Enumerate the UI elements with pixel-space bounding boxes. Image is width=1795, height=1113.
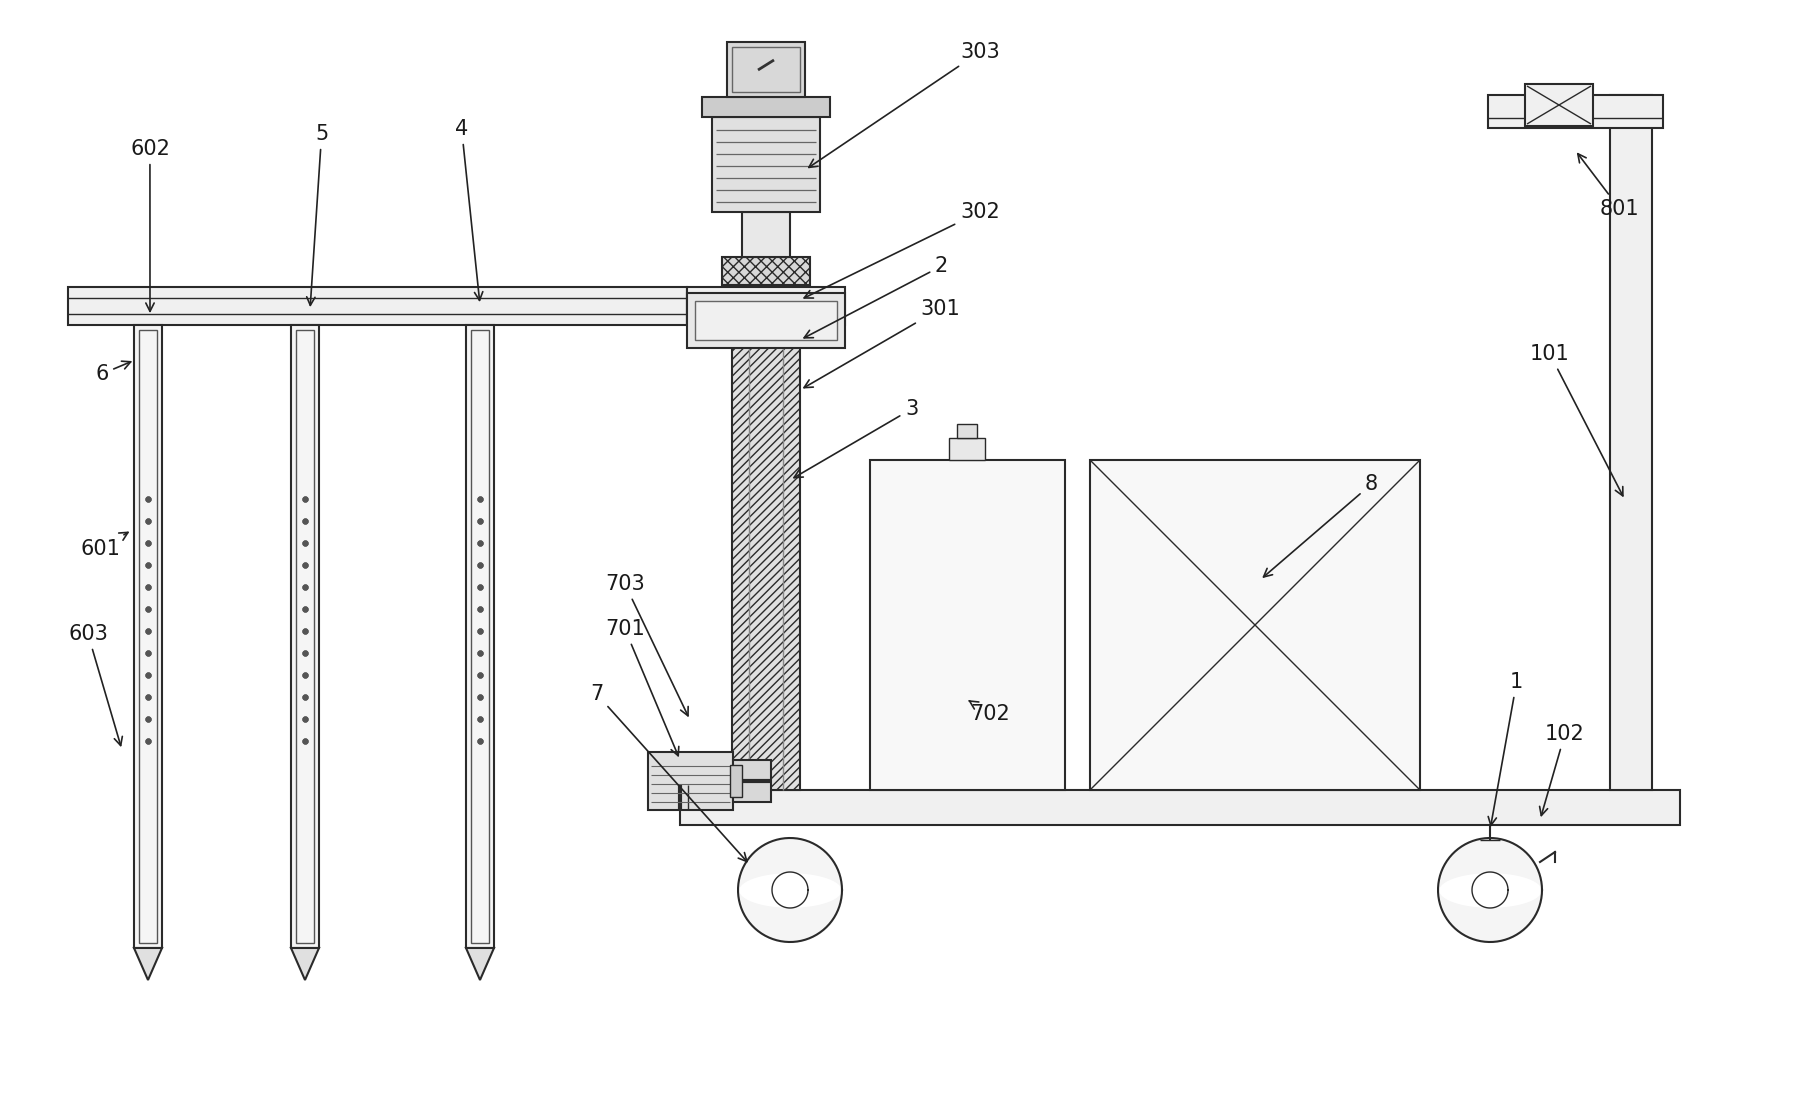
Text: 4: 4 [454,119,483,301]
Text: 603: 603 [68,624,122,746]
Bar [687,293,845,348]
Text: 301: 301 [804,299,960,387]
Text: 703: 703 [605,574,687,716]
Bar [470,329,488,943]
Text: 3: 3 [793,398,919,477]
Bar [731,765,741,797]
Bar [687,287,845,325]
Bar [713,117,820,211]
Bar [1488,95,1662,128]
Text: 801: 801 [1578,154,1639,219]
Bar [1610,95,1651,790]
Polygon shape [291,948,320,981]
Text: 102: 102 [1540,723,1585,816]
Bar [732,760,772,802]
Bar [135,325,162,948]
Text: 303: 303 [810,42,1000,167]
Text: 302: 302 [804,201,1000,298]
Bar [727,42,804,97]
Bar [722,257,810,285]
Bar [68,287,687,325]
Bar [871,460,1064,790]
Bar [1526,83,1592,126]
Bar [291,325,320,948]
Bar [680,790,1680,825]
Bar [957,424,976,439]
Polygon shape [467,948,494,981]
Text: 701: 701 [605,619,679,756]
Text: 702: 702 [969,701,1011,723]
Text: 1: 1 [1488,672,1524,826]
Text: 101: 101 [1529,344,1623,496]
Bar [732,285,801,790]
Bar [695,301,836,339]
Bar [741,211,790,257]
Bar [702,97,829,117]
Text: 602: 602 [129,139,171,312]
Bar [648,752,732,810]
Text: 5: 5 [307,124,328,305]
Bar [732,47,801,92]
Bar [138,329,156,943]
Bar [467,325,494,948]
Bar [1090,460,1420,790]
Text: 601: 601 [81,532,127,559]
Bar [950,439,985,460]
Text: 6: 6 [95,362,131,384]
Bar [296,329,314,943]
Text: 8: 8 [1264,474,1379,577]
Polygon shape [135,948,162,981]
Text: 2: 2 [804,256,948,338]
Text: 7: 7 [591,684,747,861]
